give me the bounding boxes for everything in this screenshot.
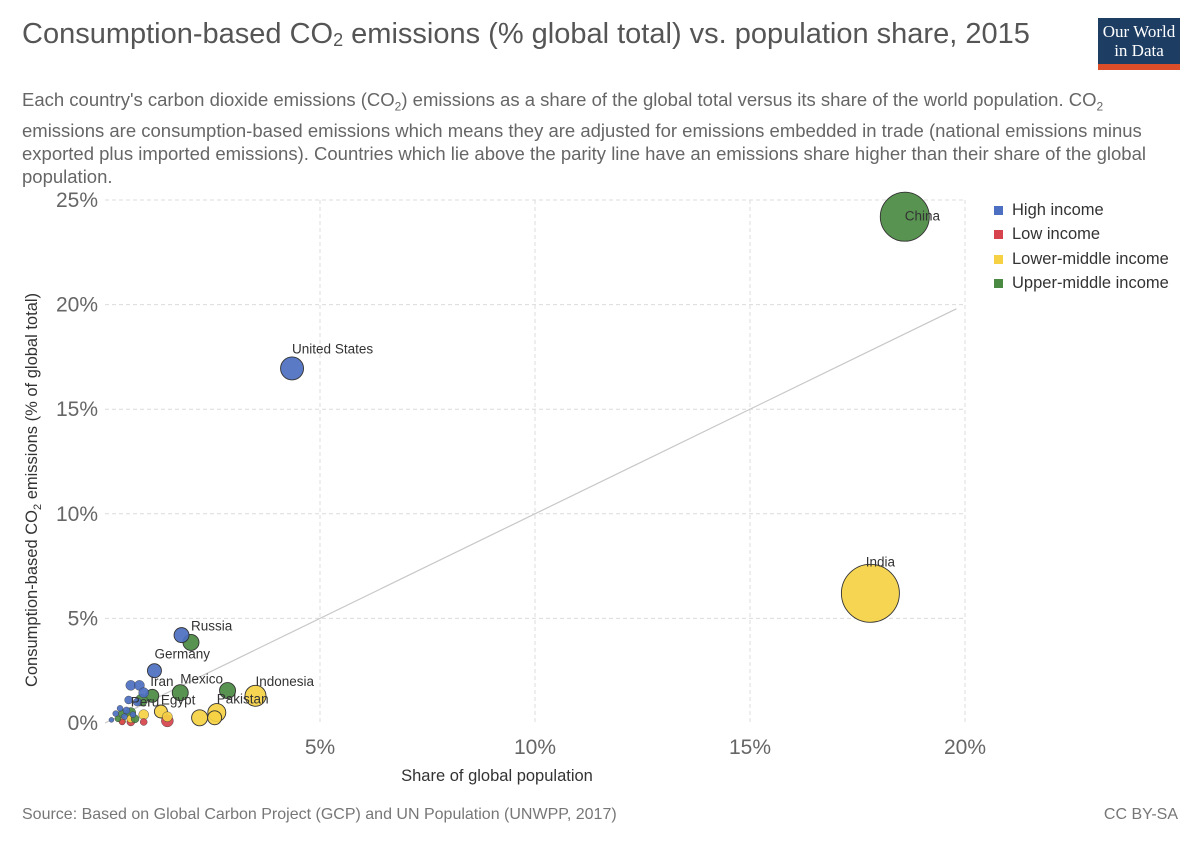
scatter-point[interactable] [191,709,209,727]
x-tick-label: 10% [514,736,556,759]
legend-swatch [994,230,1003,240]
scatter-point[interactable] [138,709,149,720]
legend-item-upper-middle-income[interactable]: Upper-middle income [994,272,1169,297]
point-label: Mexico [180,672,223,687]
scatter-point[interactable] [146,663,162,679]
point-label: India [866,554,896,569]
scatter-point[interactable] [207,710,223,726]
point-label: Germany [154,647,210,662]
scatter-point[interactable] [118,718,126,726]
x-axis-title: Share of global population [401,767,593,785]
logo-accent-bar [1098,64,1180,70]
logo-line2: in Data [1114,41,1164,60]
point-label: Indonesia [256,674,315,689]
legend-swatch [994,205,1003,215]
point-label: Peru [131,695,160,710]
grid-lines [105,199,966,723]
scatter-point[interactable] [280,356,304,381]
scatter-point[interactable] [244,684,267,707]
x-tick-label: 15% [729,736,771,759]
license-link[interactable]: CC BY-SA [1103,806,1178,823]
x-tick-label: 5% [305,736,335,759]
y-tick-label: 20% [56,294,98,317]
point-label: United States [292,341,373,356]
scatter-point[interactable] [219,682,237,700]
legend: High income Low income Lower-middle inco… [994,198,1169,296]
parity-line [104,308,957,724]
owid-logo[interactable]: Our World in Data [1098,18,1180,70]
scatter-point[interactable] [171,684,189,702]
point-label: China [905,209,941,224]
point-labels: United States Germany India Indonesia Pakist… [131,209,941,710]
scatter-point[interactable] [114,715,122,723]
x-axis-ticks: 5% 10% 15% 20% [305,736,986,759]
legend-item-low-income[interactable]: Low income [994,223,1169,248]
scatter-point[interactable] [162,711,173,722]
scatter-point[interactable] [122,706,131,715]
point-label: Pakistan [217,692,269,707]
point-label: Russia [191,618,233,633]
chart-subtitle: Each country's carbon dioxide emissions … [22,89,1146,187]
scatter-point[interactable] [124,695,133,705]
scatter-point[interactable] [879,191,930,242]
scatter-point[interactable] [138,687,149,698]
logo-line1: Our World [1102,22,1176,41]
scatter-point[interactable] [173,627,190,644]
y-axis-ticks: 0% 5% 10% 15% 20% 25% [56,189,98,735]
y-tick-label: 25% [56,189,98,212]
source-note: Source: Based on Global Carbon Project (… [22,806,617,823]
y-tick-label: 15% [56,398,98,421]
scatter-point[interactable] [139,718,148,726]
legend-swatch [994,254,1003,264]
point-label: Egypt [161,692,196,707]
chart-title: Consumption-based CO2 emissions (% globa… [22,18,1030,50]
point-label: Iran [150,674,173,689]
scatter-point[interactable] [108,717,115,723]
scatter-point[interactable] [840,563,900,623]
y-tick-label: 10% [56,503,98,526]
legend-item-high-income[interactable]: High income [994,198,1169,223]
scatter-point[interactable] [116,705,124,712]
scatter-point[interactable] [129,711,137,718]
y-axis-title: Consumption-based CO2 emissions (% of gl… [23,293,44,687]
scatter-point[interactable] [133,697,142,707]
x-tick-label: 20% [944,736,986,759]
y-tick-label: 0% [68,712,98,735]
legend-item-lower-middle-income[interactable]: Lower-middle income [994,247,1169,272]
legend-swatch [994,279,1003,289]
data-points [108,191,930,728]
y-tick-label: 5% [68,607,98,630]
